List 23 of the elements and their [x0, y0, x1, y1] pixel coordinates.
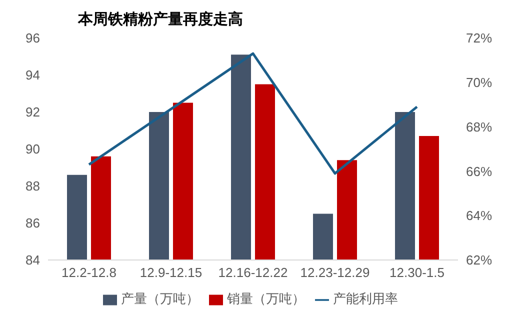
x-tick-label: 12.30-1.5	[390, 265, 444, 280]
y-tick-label: 90	[26, 142, 40, 157]
y-tick-label: 86	[26, 216, 40, 231]
y2-tick-label: 66%	[466, 164, 492, 179]
y2-tick-label: 70%	[466, 75, 492, 90]
y-tick-label: 92	[26, 104, 40, 120]
y-tick-label: 96	[26, 30, 40, 46]
y2-tick-label: 72%	[466, 30, 492, 46]
legend-label: 销量（万吨）	[227, 291, 305, 306]
x-tick-label: 12.2-12.8	[62, 265, 116, 280]
x-tick-label: 12.23-12.29	[300, 265, 370, 280]
x-tick-label: 12.9-12.15	[140, 265, 202, 280]
x-tick-label: 12.16-12.22	[218, 265, 288, 280]
y-tick-label: 94	[26, 68, 40, 83]
chart-title: 本周铁精粉产量再度走高	[78, 10, 243, 29]
y-tick-label: 84	[26, 252, 40, 268]
y2-tick-label: 64%	[466, 208, 492, 224]
y2-tick-label: 68%	[466, 119, 492, 134]
line-series	[88, 52, 418, 175]
legend-label: 产能利用率	[333, 291, 398, 306]
y2-tick-label: 62%	[466, 252, 492, 268]
legend-label: 产量（万吨）	[121, 291, 199, 306]
y-tick-label: 88	[26, 178, 40, 194]
